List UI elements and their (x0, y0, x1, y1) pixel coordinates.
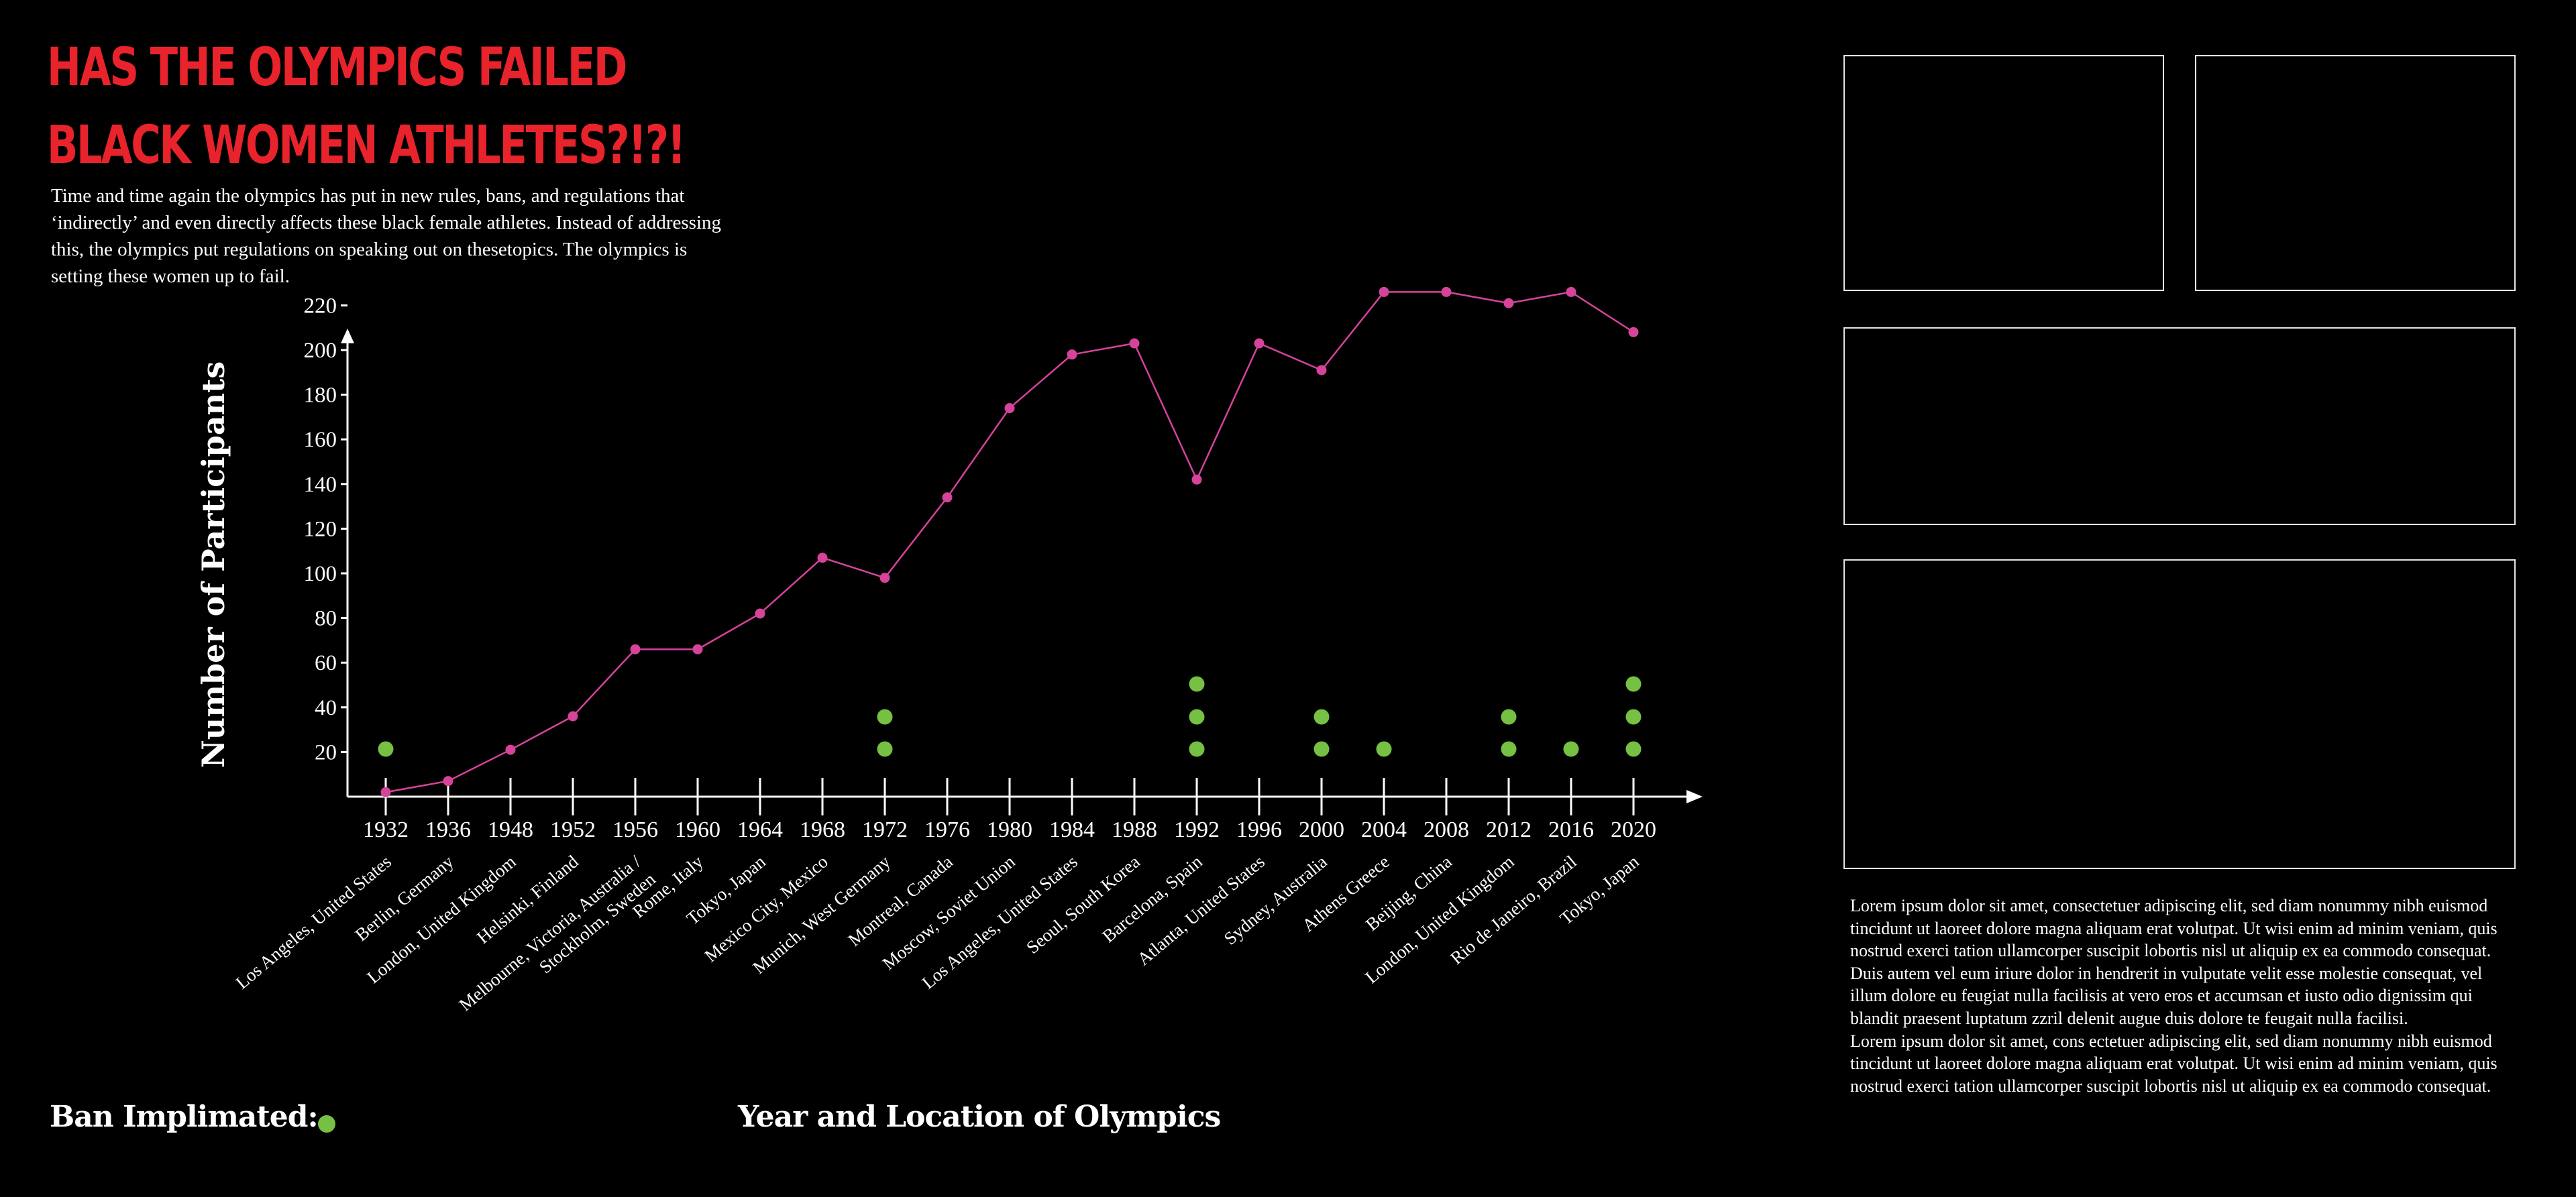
data-point (692, 644, 703, 654)
intro-line: Time and time again the olympics has put… (51, 185, 685, 207)
ban-marker (378, 741, 394, 757)
ban-marker (1501, 709, 1517, 725)
data-point (755, 608, 765, 619)
image-placeholder-3 (1843, 327, 2516, 525)
y-tick-label: 120 (304, 517, 337, 541)
y-tick-label: 40 (315, 696, 337, 720)
image-placeholder-4 (1843, 559, 2516, 869)
y-tick-label: 160 (304, 428, 337, 452)
ban-marker (1376, 741, 1392, 757)
data-point (380, 787, 391, 797)
x-tick-label: 1968 (800, 817, 845, 842)
x-location-label: Sydney, Australia (1220, 852, 1331, 949)
y-tick-label: 60 (315, 651, 337, 675)
image-placeholder-1 (1843, 55, 2164, 291)
data-point (879, 573, 890, 583)
x-tick-label: 1972 (862, 817, 908, 842)
y-tick-label: 80 (315, 607, 337, 631)
ban-marker (1189, 709, 1205, 725)
data-point (630, 644, 641, 654)
data-point (1441, 286, 1452, 297)
y-tick-label: 200 (304, 339, 337, 363)
data-point (1379, 286, 1389, 297)
x-location-label: Montreal, Canada (844, 852, 956, 950)
x-tick-label: 1932 (363, 817, 409, 842)
data-point (568, 711, 578, 722)
x-location-label: Seoul, South Korea (1022, 852, 1144, 958)
x-tick-label: 1996 (1236, 817, 1282, 842)
x-tick-label: 1980 (987, 817, 1032, 842)
y-tick-label: 20 (315, 740, 337, 764)
page-title-line-2: BLACK WOMEN ATHLETES?!?! (47, 115, 686, 176)
ban-marker (877, 741, 893, 757)
data-point (1129, 338, 1140, 349)
data-point (942, 492, 953, 503)
data-point (1191, 474, 1202, 485)
data-point (1067, 349, 1077, 360)
ban-marker (877, 709, 893, 725)
x-tick-label: 2016 (1548, 817, 1594, 842)
data-point (1254, 338, 1265, 349)
ban-legend-dot (318, 1115, 335, 1133)
data-point (443, 776, 453, 787)
body-paragraph: Lorem ipsum dolor sit amet, consectetuer… (1850, 896, 2498, 1028)
y-tick-label: 100 (304, 562, 337, 586)
y-axis-arrow (341, 329, 354, 343)
intro-line: ‘indirectly’ and even directly affects t… (51, 212, 721, 233)
page-title-line-1: HAS THE OLYMPICS FAILED (47, 38, 627, 98)
x-tick-label: 1992 (1174, 817, 1220, 842)
x-tick-label: 1976 (924, 817, 970, 842)
intro-line: this, the olympics put regulations on sp… (51, 239, 688, 260)
y-tick-label: 220 (304, 294, 337, 318)
x-tick-label: 2008 (1424, 817, 1469, 842)
x-tick-label: 1936 (425, 817, 471, 842)
ban-legend-label: Ban Implimated: (50, 1100, 319, 1134)
data-point (1566, 286, 1576, 297)
ban-marker (1501, 741, 1517, 757)
x-tick-label: 1956 (612, 817, 658, 842)
intro-paragraph: Time and time again the olympics has put… (51, 182, 896, 290)
participants-line-chart: 20 40 60 80 100 120 140 160 180 200 220 Number of P… (195, 286, 1703, 1015)
x-tick-label: 2012 (1486, 817, 1532, 842)
y-tick-label: 180 (304, 384, 337, 408)
y-axis-title: Number of Participants (195, 361, 231, 768)
data-point (1503, 298, 1514, 308)
ban-marker (1189, 741, 1205, 757)
ban-marker (1625, 709, 1642, 725)
ban-marker (1625, 676, 1642, 692)
ban-marker (1625, 741, 1642, 757)
x-tick-label: 1952 (550, 817, 596, 842)
body-paragraph: Lorem ipsum dolor sit amet, cons ectetue… (1850, 1031, 2498, 1096)
ban-marker (1189, 676, 1205, 692)
intro-line: setting these women up to fail. (51, 266, 290, 287)
x-tick-label: 1948 (488, 817, 533, 842)
data-point (817, 553, 828, 563)
x-tick-label: 2020 (1611, 817, 1656, 842)
x-tick-label: 1984 (1049, 817, 1095, 842)
ban-marker (1563, 741, 1579, 757)
ban-marker (1313, 741, 1330, 757)
data-point (1628, 327, 1639, 337)
y-tick-label: 140 (304, 473, 337, 497)
data-point (505, 744, 516, 755)
x-axis-arrow (1686, 790, 1703, 803)
x-tick-label: 1964 (737, 817, 783, 842)
image-placeholder-2 (2195, 55, 2516, 291)
x-tick-label: 2000 (1299, 817, 1344, 842)
x-tick-label: 1988 (1112, 817, 1157, 842)
data-point (1004, 403, 1015, 414)
data-point (1316, 365, 1327, 376)
x-tick-label: 2004 (1361, 817, 1407, 842)
x-tick-label: 1960 (675, 817, 720, 842)
body-text: Lorem ipsum dolor sit amet, consectetuer… (1850, 895, 2518, 1097)
x-axis-title: Year and Location of Olympics (738, 1100, 1221, 1134)
ban-marker (1313, 709, 1330, 725)
